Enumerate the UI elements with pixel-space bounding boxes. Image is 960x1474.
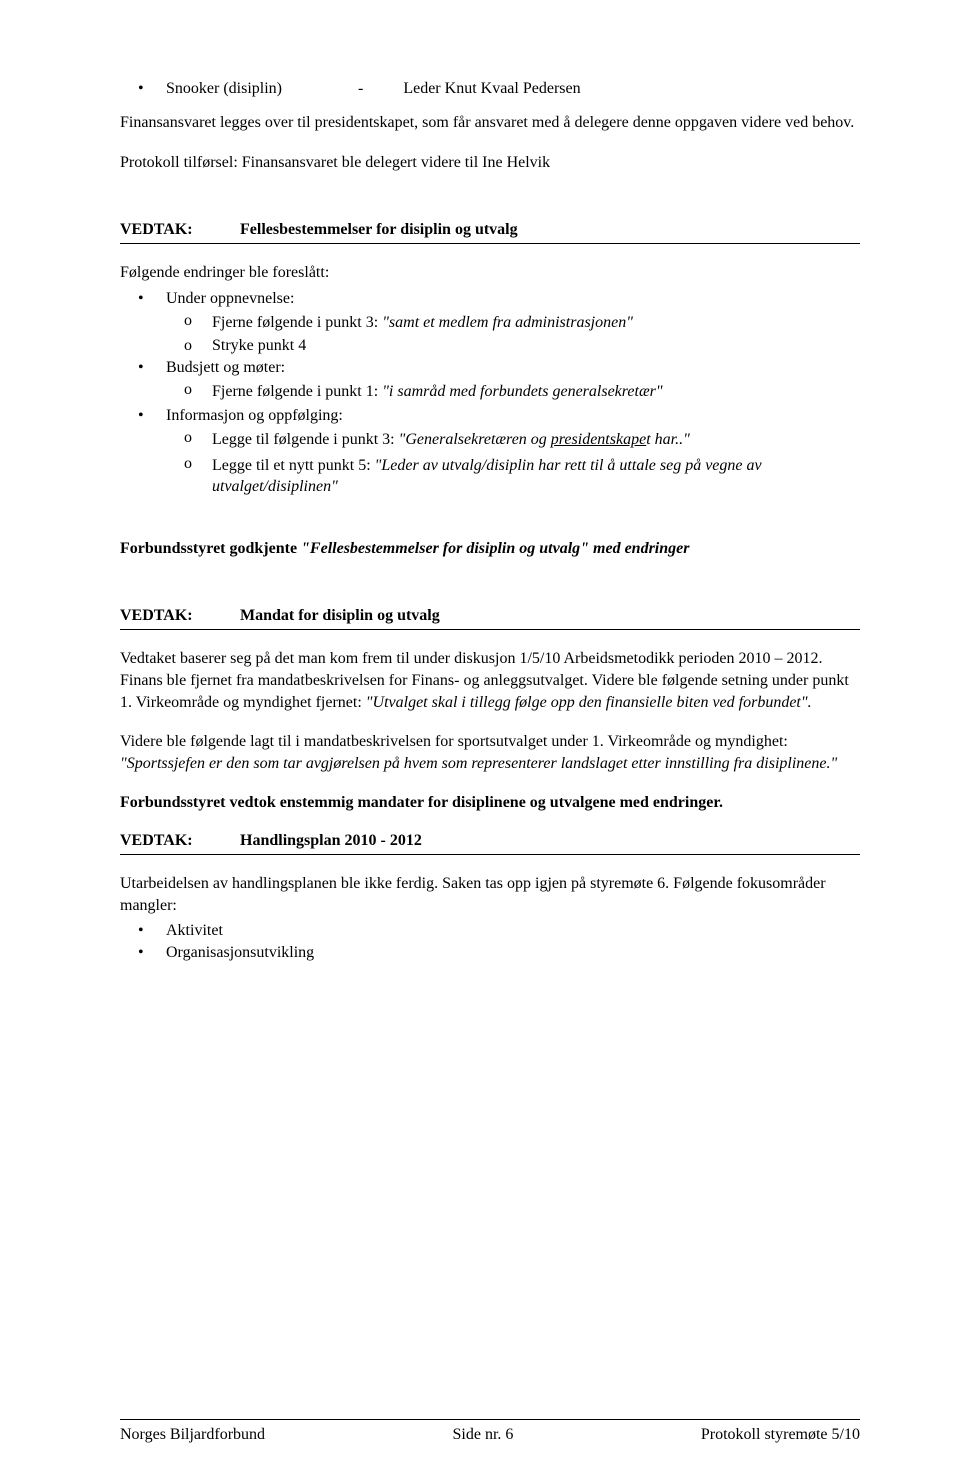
section-heading-1: VEDTAK: Fellesbestemmelser for disiplin …	[120, 221, 860, 239]
list-item: o Legge til følgende i punkt 3: "General…	[184, 429, 860, 451]
list-item: o Legge til et nytt punkt 5: "Leder av u…	[184, 455, 860, 498]
bullet-icon: •	[138, 407, 166, 425]
mandat-p1: Vedtaket baserer seg på det man kom frem…	[120, 648, 860, 713]
dash-spacer2	[363, 80, 403, 98]
text-part: Videre ble følgende lagt til i mandatbes…	[120, 733, 788, 750]
mandat-vedtok: Forbundsstyret vedtok enstemmig mandater…	[120, 792, 860, 814]
godkjente-paragraph: Forbundsstyret godkjente "Fellesbestemme…	[120, 538, 860, 560]
bullet-icon: •	[138, 80, 166, 98]
protokoll-paragraph: Protokoll tilførsel: Finansansvaret ble …	[120, 152, 860, 174]
list-item: o Stryke punkt 4	[184, 337, 860, 355]
bullet-icon: •	[138, 359, 166, 377]
text-italic: "Sportssjefen er den som tar avgjørelsen…	[120, 755, 837, 772]
footer-center: Side nr. 6	[453, 1426, 514, 1444]
list-text: Fjerne følgende i punkt 1: "i samråd med…	[212, 381, 663, 403]
circle-icon: o	[184, 312, 212, 334]
list-text: Legge til følgende i punkt 3: "Generalse…	[212, 429, 690, 451]
bullet-icon: •	[138, 922, 166, 940]
leder-name: Leder Knut Kvaal Pedersen	[403, 80, 580, 98]
text-part: Legge til et nytt punkt 5:	[212, 457, 375, 474]
list-text: Legge til et nytt punkt 5: "Leder av utv…	[212, 455, 860, 498]
list-text: Organisasjonsutvikling	[166, 944, 314, 962]
section-heading-2: VEDTAK: Mandat for disiplin og utvalg	[120, 607, 860, 625]
list-text: Aktivitet	[166, 922, 223, 940]
bullet-icon: •	[138, 944, 166, 962]
vedtak-label: VEDTAK:	[120, 221, 240, 239]
intro-paragraph: Finansansvaret legges over til president…	[120, 112, 860, 134]
list-item: o Fjerne følgende i punkt 3: "samt et me…	[184, 312, 860, 334]
list-item: o Fjerne følgende i punkt 1: "i samråd m…	[184, 381, 860, 403]
circle-icon: o	[184, 337, 212, 355]
page-footer: Norges Biljardforbund Side nr. 6 Protoko…	[120, 1419, 860, 1444]
circle-icon: o	[184, 381, 212, 403]
section3-title: Handlingsplan 2010 - 2012	[240, 832, 422, 850]
text-italic: "samt et medlem fra administrasjonen"	[382, 314, 633, 331]
text-part: t har.."	[646, 431, 690, 448]
list-text: Budsjett og møter:	[166, 359, 285, 377]
vedtak-label: VEDTAK:	[120, 832, 240, 850]
footer-rule	[120, 1419, 860, 1420]
text-part: Fjerne følgende i punkt 1:	[212, 383, 382, 400]
section-rule	[120, 629, 860, 630]
handlingsplan-p: Utarbeidelsen av handlingsplanen ble ikk…	[120, 873, 860, 916]
text-italic: "Fellesbestemmelser for disiplin og utva…	[301, 540, 689, 557]
text-underline: presidentskape	[551, 431, 646, 448]
dash-spacer	[282, 80, 358, 98]
list-text: Informasjon og oppfølging:	[166, 407, 343, 425]
text-part: Legge til følgende i punkt 3:	[212, 431, 399, 448]
list-item: • Informasjon og oppfølging:	[138, 407, 860, 425]
text-part: Forbundsstyret godkjente	[120, 540, 301, 557]
bullet-icon: •	[138, 290, 166, 308]
section-rule	[120, 243, 860, 244]
list-item: • Organisasjonsutvikling	[138, 944, 860, 962]
fokus-list: • Aktivitet • Organisasjonsutvikling	[138, 922, 860, 962]
list-text: Under oppnevnelse:	[166, 290, 294, 308]
vedtak-label: VEDTAK:	[120, 607, 240, 625]
circle-icon: o	[184, 455, 212, 498]
section-heading-3: VEDTAK: Handlingsplan 2010 - 2012	[120, 832, 860, 850]
text-italic: "Utvalget skal i tillegg følge opp den f…	[366, 694, 812, 711]
changes-list: • Under oppnevnelse: o Fjerne følgende i…	[138, 290, 860, 498]
text-italic: "i samråd med forbundets generalsekretær…	[382, 383, 662, 400]
snooker-label: Snooker (disiplin)	[166, 80, 282, 98]
circle-icon: o	[184, 429, 212, 451]
text-part: "Generalsekretæren og	[399, 431, 551, 448]
endringer-intro: Følgende endringer ble foreslått:	[120, 262, 860, 284]
list-item: • Under oppnevnelse:	[138, 290, 860, 308]
section1-title: Fellesbestemmelser for disiplin og utval…	[240, 221, 518, 239]
list-item: • Aktivitet	[138, 922, 860, 940]
footer-right: Protokoll styremøte 5/10	[701, 1426, 860, 1444]
mandat-p2: Videre ble følgende lagt til i mandatbes…	[120, 731, 860, 774]
list-text: Fjerne følgende i punkt 3: "samt et medl…	[212, 312, 633, 334]
text-part: Fjerne følgende i punkt 3:	[212, 314, 382, 331]
list-item: • Budsjett og møter:	[138, 359, 860, 377]
section-rule	[120, 854, 860, 855]
section2-title: Mandat for disiplin og utvalg	[240, 607, 440, 625]
text-italic: "Generalsekretæren og presidentskapet ha…	[399, 431, 690, 448]
footer-left: Norges Biljardforbund	[120, 1426, 265, 1444]
list-text: Stryke punkt 4	[212, 337, 306, 355]
top-bullet-row: • Snooker (disiplin) - Leder Knut Kvaal …	[138, 80, 860, 98]
